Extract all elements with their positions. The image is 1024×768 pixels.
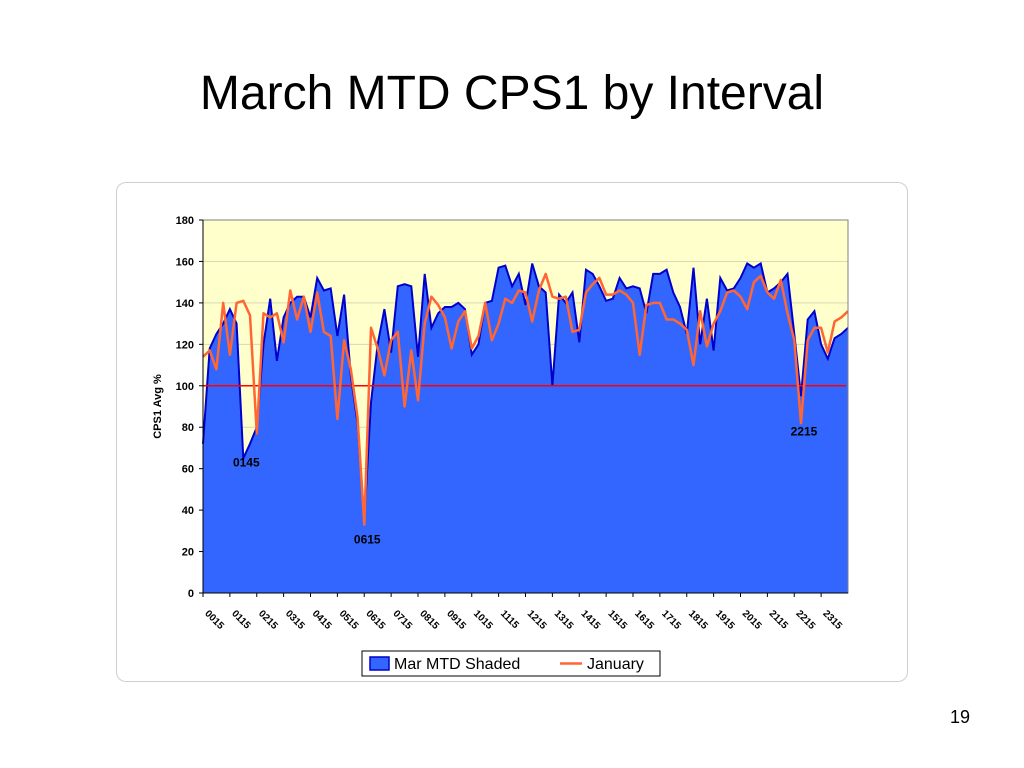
annotation-label: 2215 bbox=[791, 425, 818, 439]
slide-title: March MTD CPS1 by Interval bbox=[199, 67, 825, 120]
chart-frame: 0 20 40 60 80 100 120 140 160 180 0015 0115 0215 031… bbox=[116, 182, 908, 682]
x-tick-label: 1515 bbox=[605, 608, 629, 632]
x-tick-label: 1815 bbox=[686, 608, 710, 632]
y-tick-label: 80 bbox=[182, 422, 194, 434]
legend-label-mar-mtd-shaded: Mar MTD Shaded bbox=[394, 656, 520, 673]
y-tick-label: 120 bbox=[176, 339, 194, 351]
x-tick-label: 0215 bbox=[256, 608, 280, 632]
series-line-january bbox=[202, 272, 849, 526]
annotation-label: 0615 bbox=[354, 532, 381, 546]
y-tick-label: 160 bbox=[176, 256, 194, 268]
y-axis-label: CPS1 Avg % bbox=[152, 374, 164, 439]
cps1-chart: 0 20 40 60 80 100 120 140 160 180 0015 0115 0215 031… bbox=[152, 215, 849, 677]
x-tick-label: 0415 bbox=[310, 608, 334, 632]
x-axis-ticks: 0015 0115 0215 0315 0415 0515 0615 0715 0815 0915… bbox=[202, 592, 848, 632]
y-tick-label: 180 bbox=[176, 215, 194, 227]
x-tick-label: 2015 bbox=[740, 608, 764, 632]
series-area-mar-mtd-shaded bbox=[203, 263, 848, 593]
series-area-outline bbox=[202, 261, 849, 521]
x-tick-label: 1015 bbox=[471, 608, 495, 632]
x-tick-label: 0815 bbox=[417, 608, 441, 632]
x-tick-label: 2315 bbox=[820, 608, 844, 632]
x-tick-label: 0015 bbox=[202, 608, 226, 632]
legend-swatch-mar-mtd-shaded bbox=[369, 656, 390, 671]
legend-label-january: January bbox=[587, 656, 644, 673]
y-tick-label: 140 bbox=[176, 298, 194, 310]
y-tick-label: 60 bbox=[182, 464, 194, 476]
y-tick-label: 20 bbox=[182, 547, 194, 559]
y-tick-label: 40 bbox=[182, 505, 194, 517]
legend: Mar MTD Shaded January bbox=[361, 650, 661, 677]
x-tick-label: 1415 bbox=[579, 608, 603, 632]
x-tick-label: 2115 bbox=[767, 608, 790, 631]
annotation-label: 0145 bbox=[233, 456, 260, 470]
x-tick-label: 0615 bbox=[364, 608, 388, 632]
x-tick-label: 1615 bbox=[632, 608, 656, 632]
y-tick-label: 0 bbox=[188, 588, 194, 600]
x-tick-label: 1215 bbox=[525, 608, 549, 632]
x-tick-label: 0915 bbox=[444, 608, 468, 632]
y-tick-label: 100 bbox=[176, 381, 194, 393]
x-tick-label: 0515 bbox=[337, 608, 361, 632]
x-tick-label: 2215 bbox=[794, 608, 818, 632]
x-tick-label: 0715 bbox=[390, 608, 414, 632]
x-tick-label: 0115 bbox=[229, 608, 252, 631]
legend-box bbox=[361, 650, 661, 677]
x-tick-label: 1715 bbox=[659, 608, 683, 632]
x-tick-label: 0315 bbox=[283, 608, 307, 632]
page-number: 19 bbox=[949, 707, 970, 727]
x-tick-label: 1115 bbox=[498, 608, 521, 631]
x-tick-label: 1915 bbox=[713, 608, 737, 632]
x-tick-label: 1315 bbox=[552, 608, 576, 632]
y-axis-ticks: 0 20 40 60 80 100 120 140 160 180 bbox=[176, 215, 204, 600]
annotations: 0145 0615 2215 bbox=[233, 425, 818, 547]
